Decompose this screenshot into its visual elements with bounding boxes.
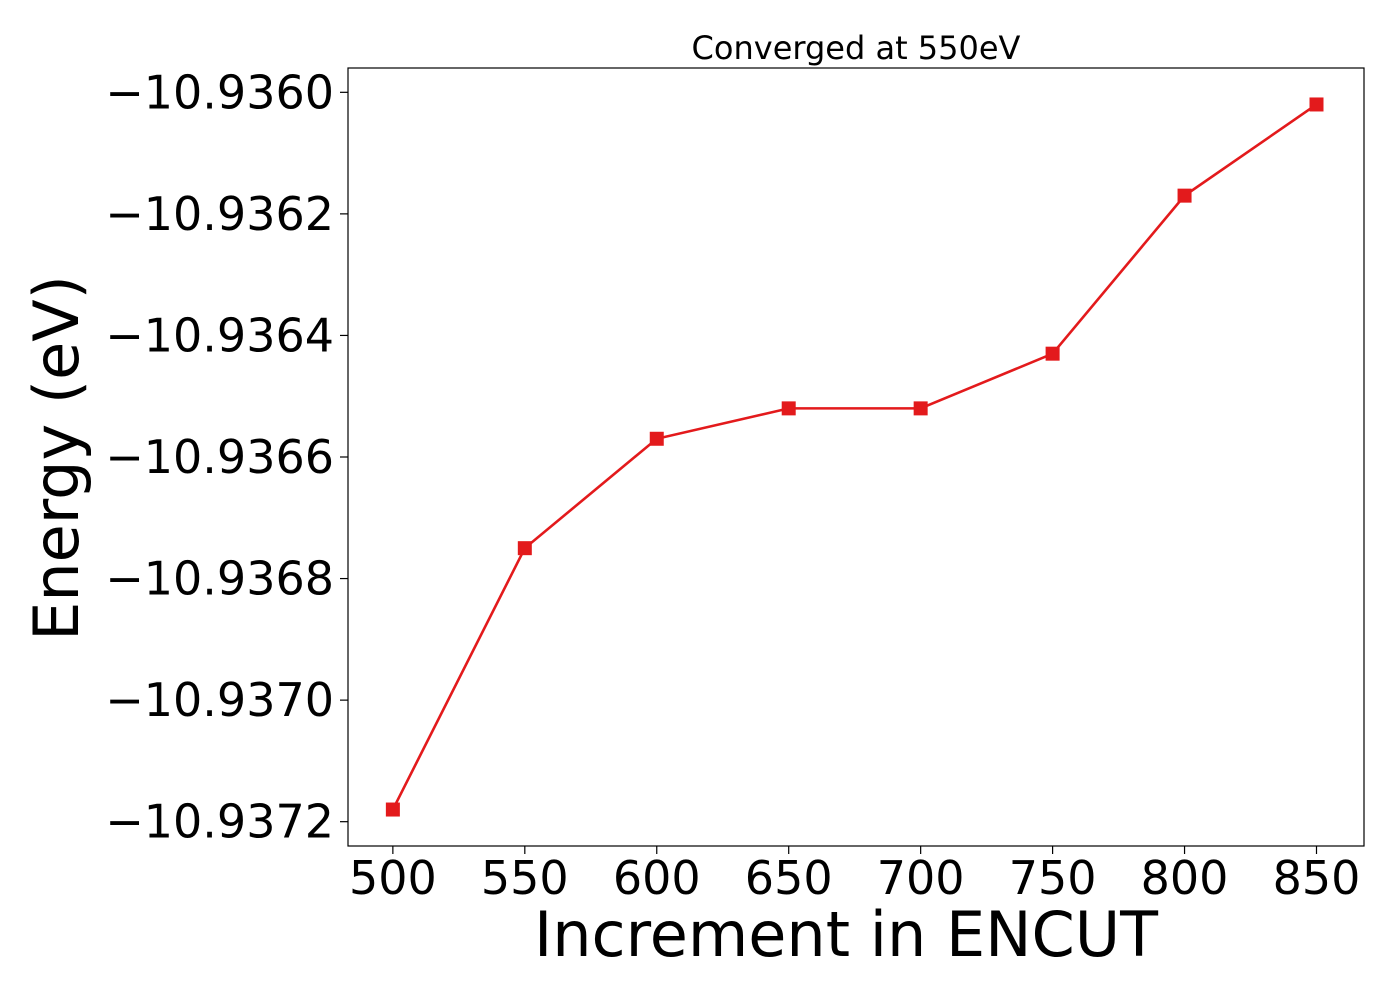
data-point-marker	[1177, 188, 1192, 203]
x-tick-label: 850	[1273, 851, 1361, 905]
x-axis-label: Increment in ENCUT	[534, 898, 1159, 971]
data-point-marker	[1045, 346, 1060, 361]
x-tick-label: 550	[481, 851, 569, 905]
x-tick-label: 500	[349, 851, 437, 905]
x-tick-label: 800	[1141, 851, 1229, 905]
data-point-marker	[913, 401, 928, 416]
series-line	[391, 103, 1318, 811]
data-point-marker	[385, 802, 400, 817]
data-point-marker	[1309, 97, 1324, 112]
y-tick-label: −10.9360	[105, 65, 334, 119]
data-point-marker	[517, 541, 532, 556]
y-tick-label: −10.9366	[105, 430, 334, 484]
y-axis-label: Energy (eV)	[20, 275, 93, 641]
chart-title: Converged at 550eV	[692, 29, 1021, 67]
y-tick-label: −10.9370	[105, 673, 334, 727]
x-tick-label: 650	[745, 851, 833, 905]
x-axis: 500 550 600 650 700 750 800 850	[349, 846, 1360, 905]
y-axis: −10.9372 −10.9370 −10.9368 −10.9366 −10.9364…	[105, 65, 348, 849]
y-tick-label: −10.9368	[105, 552, 334, 606]
data-point-marker	[649, 431, 664, 446]
x-tick-label: 700	[877, 851, 965, 905]
data-point-marker	[781, 401, 796, 416]
y-tick-label: −10.9372	[105, 795, 334, 849]
x-tick-label: 600	[613, 851, 701, 905]
x-tick-label: 750	[1009, 851, 1097, 905]
y-tick-label: −10.9364	[105, 308, 334, 362]
plot-frame	[347, 67, 1365, 847]
series-layer	[385, 97, 1324, 817]
y-tick-label: −10.9362	[105, 187, 334, 241]
